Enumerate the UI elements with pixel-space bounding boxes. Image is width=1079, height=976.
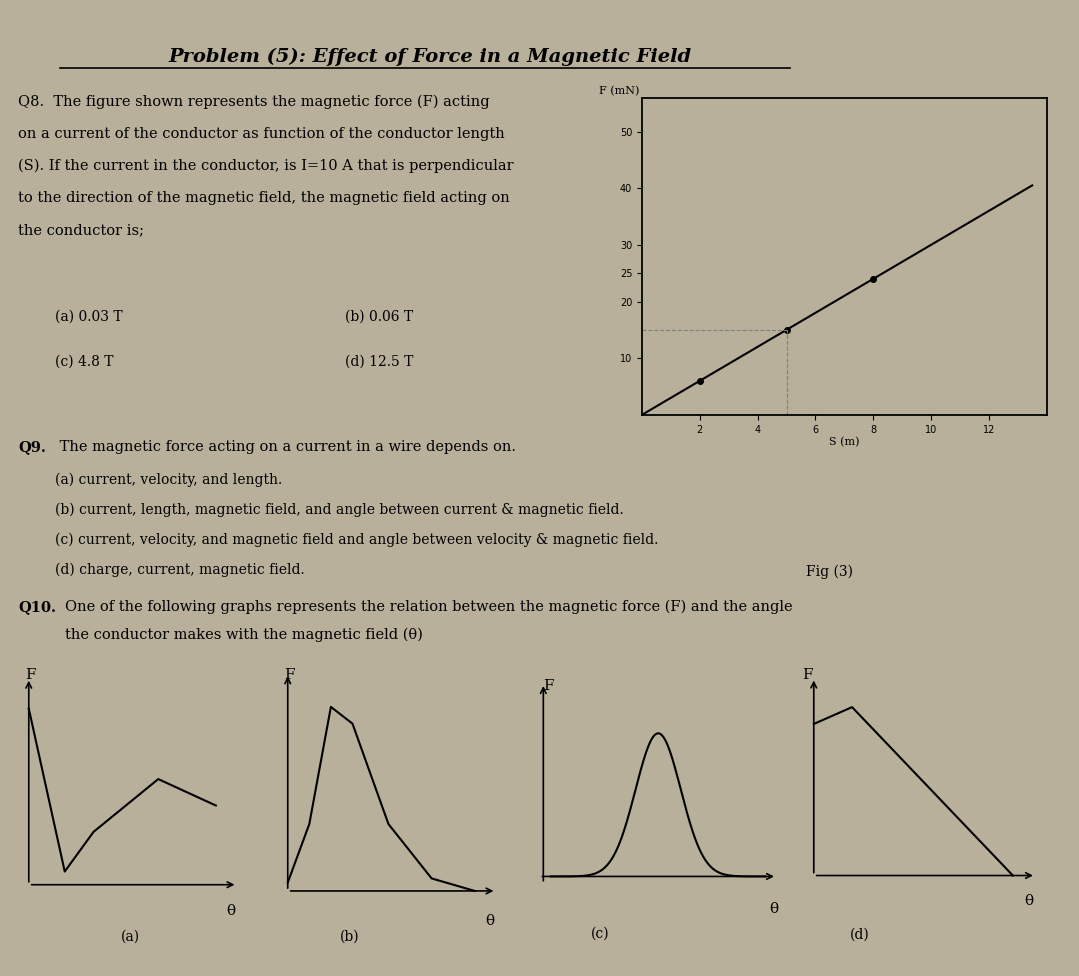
Text: on a current of the conductor as function of the conductor length: on a current of the conductor as functio…: [18, 127, 505, 141]
Text: (b): (b): [340, 930, 359, 944]
Text: The magnetic force acting on a current in a wire depends on.: The magnetic force acting on a current i…: [55, 440, 516, 454]
Text: One of the following graphs represents the relation between the magnetic force (: One of the following graphs represents t…: [65, 600, 793, 614]
Text: F: F: [544, 679, 554, 693]
Text: (c) current, velocity, and magnetic field and angle between velocity & magnetic : (c) current, velocity, and magnetic fiel…: [55, 533, 658, 548]
Text: Fig (3): Fig (3): [806, 565, 853, 580]
Text: F: F: [803, 668, 812, 682]
Text: (b) current, length, magnetic field, and angle between current & magnetic field.: (b) current, length, magnetic field, and…: [55, 503, 624, 517]
Text: (b) 0.06 T: (b) 0.06 T: [345, 310, 413, 324]
Text: (S). If the current in the conductor, is I=10 A that is perpendicular: (S). If the current in the conductor, is…: [18, 159, 514, 174]
Text: Q8.  The figure shown represents the magnetic force (F) acting: Q8. The figure shown represents the magn…: [18, 95, 490, 109]
Text: (a): (a): [121, 930, 139, 944]
Text: F (mN): F (mN): [599, 86, 639, 97]
Text: (c): (c): [590, 927, 610, 941]
Text: Q10.: Q10.: [18, 600, 56, 614]
Text: Problem (5): Effect of Force in a Magnetic Field: Problem (5): Effect of Force in a Magnet…: [168, 48, 692, 66]
Text: (a) current, velocity, and length.: (a) current, velocity, and length.: [55, 473, 283, 487]
Text: the conductor makes with the magnetic field (θ): the conductor makes with the magnetic fi…: [65, 628, 423, 642]
Text: the conductor is;: the conductor is;: [18, 223, 144, 237]
Text: (d) 12.5 T: (d) 12.5 T: [345, 355, 413, 369]
Text: θ: θ: [769, 902, 778, 916]
Text: θ: θ: [486, 915, 494, 928]
Text: (d): (d): [850, 928, 870, 942]
Text: Q9.: Q9.: [18, 440, 46, 454]
Text: (a) 0.03 T: (a) 0.03 T: [55, 310, 123, 324]
Text: to the direction of the magnetic field, the magnetic field acting on: to the direction of the magnetic field, …: [18, 191, 509, 205]
Text: θ: θ: [227, 904, 235, 918]
Text: F: F: [25, 669, 36, 682]
Text: (d) charge, current, magnetic field.: (d) charge, current, magnetic field.: [55, 563, 304, 578]
Text: (c) 4.8 T: (c) 4.8 T: [55, 355, 113, 369]
X-axis label: S (m): S (m): [829, 437, 860, 448]
Text: θ: θ: [1024, 894, 1034, 908]
Text: F: F: [284, 668, 295, 682]
